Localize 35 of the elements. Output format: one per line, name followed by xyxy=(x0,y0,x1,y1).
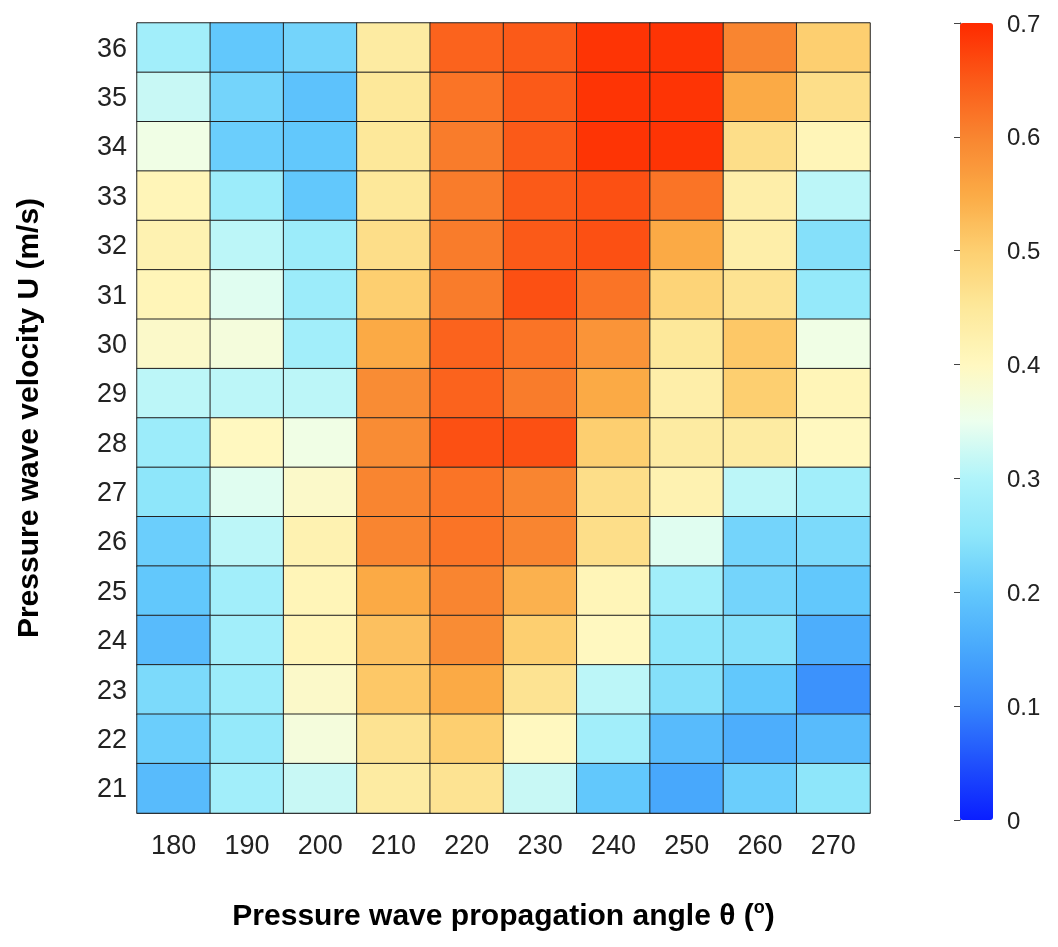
color-bar-label: 0.3 xyxy=(1007,464,1041,492)
x-tick-label: 260 xyxy=(737,829,783,860)
x-tick-label: 230 xyxy=(517,829,563,860)
y-tick-label: 36 xyxy=(96,32,127,63)
x-tick-label: 220 xyxy=(444,829,490,860)
y-tick-label: 26 xyxy=(96,526,127,557)
y-axis-title: Pressure wave velocity U (m/s) xyxy=(10,197,44,639)
x-tick-label: 240 xyxy=(590,829,636,860)
y-tick-label: 22 xyxy=(96,723,127,754)
y-tick-label: 24 xyxy=(96,625,127,656)
y-tick-label: 28 xyxy=(96,427,127,458)
color-bar-label: 0 xyxy=(1007,806,1021,834)
color-bar-label: 0.2 xyxy=(1007,578,1041,606)
color-bar-label: 0.7 xyxy=(1007,9,1041,37)
color-bar-label: 0.5 xyxy=(1007,237,1041,265)
y-tick-label: 30 xyxy=(96,328,127,359)
color-bar-label: 0.4 xyxy=(1007,351,1041,379)
y-tick-label: 27 xyxy=(96,477,127,508)
x-tick-label: 180 xyxy=(151,829,197,860)
y-tick-label: 35 xyxy=(96,82,127,113)
y-tick-label: 34 xyxy=(96,131,127,162)
y-tick-label: 23 xyxy=(96,674,127,705)
y-tick-label: 31 xyxy=(96,279,127,310)
x-tick-label: 270 xyxy=(810,829,856,860)
x-tick-label: 250 xyxy=(664,829,710,860)
y-tick-label: 29 xyxy=(96,378,127,409)
color-bar-label: 0.1 xyxy=(1007,692,1041,720)
y-tick-label: 21 xyxy=(96,773,127,804)
y-tick-label: 32 xyxy=(96,230,127,261)
color-bar-label: 0.6 xyxy=(1007,123,1041,151)
x-tick-label: 200 xyxy=(297,829,343,860)
x-tick-label: 210 xyxy=(371,829,417,860)
x-tick-label: 190 xyxy=(224,829,270,860)
y-tick-label: 33 xyxy=(96,180,127,211)
y-tick-label: 25 xyxy=(96,575,127,606)
